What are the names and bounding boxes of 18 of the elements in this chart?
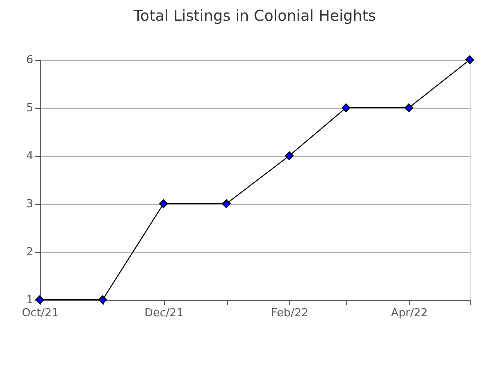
y-tick-label: 6: [26, 54, 34, 66]
x-tick-label: Oct/21: [22, 306, 59, 320]
y-tick-label: 1: [26, 294, 34, 306]
y-tick-label: 3: [26, 198, 34, 210]
y-tick-label: 2: [26, 246, 34, 258]
point: [222, 200, 231, 208]
chart-title: Total Listings in Colonial Heights: [132, 7, 376, 25]
y-tick-label: 5: [26, 102, 34, 114]
x-tick-label: Apr/22: [391, 306, 428, 320]
point: [285, 152, 294, 160]
point: [466, 56, 474, 64]
point: [404, 104, 414, 112]
x-tick-label: Feb/22: [271, 306, 309, 320]
y-tick-label: 4: [26, 150, 34, 162]
x-tick-label: Dec/21: [144, 306, 184, 320]
point: [159, 200, 168, 208]
point: [342, 104, 351, 112]
point: [98, 296, 108, 304]
